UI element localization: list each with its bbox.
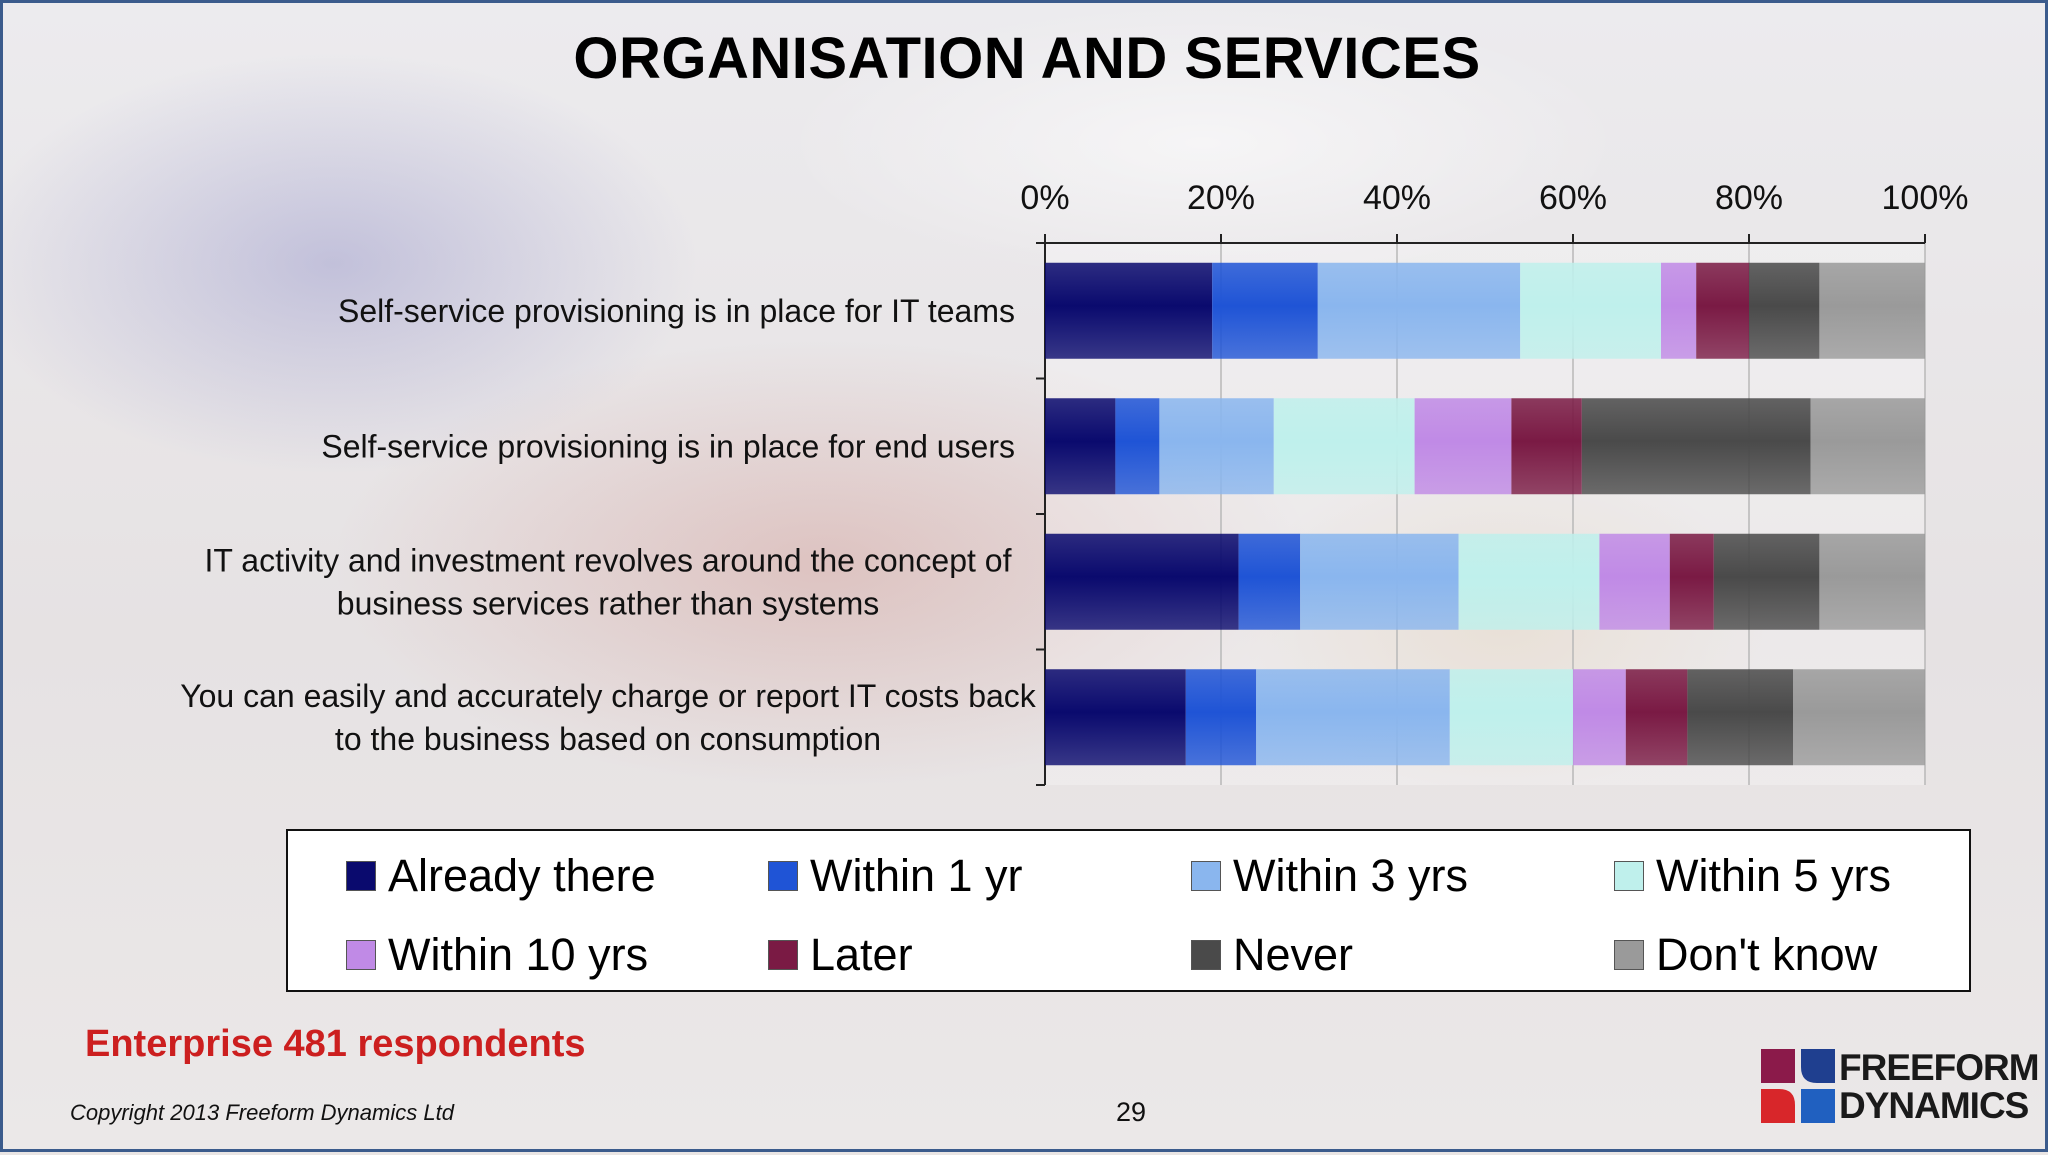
bar-segment: [1045, 262, 1213, 359]
category-label: IT activity and investment revolves arou…: [205, 542, 1012, 621]
bar-segment: [1696, 262, 1749, 359]
legend-item: Within 5 yrs: [1614, 850, 1892, 901]
copyright-text: Copyright 2013 Freeform Dynamics Ltd: [70, 1100, 454, 1125]
x-tick-label: 60%: [1539, 179, 1607, 217]
category-label-line: IT activity and investment revolves arou…: [205, 542, 1012, 578]
bar-segment: [1625, 669, 1688, 766]
legend-item: Don't know: [1614, 929, 1878, 980]
legend-swatch: [1191, 940, 1221, 970]
bar-segment: [1414, 398, 1512, 495]
bar-segment: [1159, 398, 1274, 495]
bar-segment: [1185, 669, 1257, 766]
x-tick-label: 0%: [1020, 179, 1069, 217]
bar-segment: [1819, 262, 1925, 359]
legend-swatch: [346, 861, 376, 891]
bar-segment: [1212, 262, 1318, 359]
x-tick-label: 20%: [1187, 179, 1255, 217]
bar-segment: [1273, 398, 1415, 495]
legend-swatch: [1614, 940, 1644, 970]
bar-segment: [1045, 533, 1239, 630]
bar-segment: [1713, 533, 1820, 630]
bar-segment: [1793, 669, 1925, 766]
slide-title: ORGANISATION AND SERVICES: [573, 26, 1481, 91]
legend-label: Within 10 yrs: [388, 929, 649, 980]
freeform-dynamics-logo: FREEFORM DYNAMICS: [1761, 1049, 2040, 1125]
category-label-line: You can easily and accurately charge or …: [180, 678, 1037, 714]
page-number: 29: [1116, 1097, 1147, 1127]
category-label-line: Self-service provisioning is in place fo…: [321, 428, 1015, 464]
legend-swatch: [768, 940, 798, 970]
logo-mark-icon: [1761, 1049, 1835, 1123]
bar-segment: [1317, 262, 1521, 359]
bar-segment: [1045, 398, 1116, 495]
category-label: Self-service provisioning is in place fo…: [338, 293, 1015, 329]
legend-item: Later: [768, 929, 913, 980]
category-label: You can easily and accurately charge or …: [180, 678, 1037, 757]
category-label-line: business services rather than systems: [337, 585, 879, 621]
legend-label: Never: [1233, 929, 1354, 980]
legend-item: Within 10 yrs: [346, 929, 649, 980]
x-tick-label: 80%: [1715, 179, 1783, 217]
bar-segment: [1511, 398, 1582, 495]
bar-segment: [1819, 533, 1925, 630]
legend-item: Never: [1191, 929, 1354, 980]
bar-segment: [1599, 533, 1670, 630]
bar-segment: [1669, 533, 1714, 630]
bar-segment: [1581, 398, 1811, 495]
legend-swatch: [1191, 861, 1221, 891]
bar-segment: [1045, 669, 1186, 766]
bar-segment: [1115, 398, 1160, 495]
x-tick-label: 100%: [1882, 179, 1969, 217]
legend-item: Within 1 yr: [768, 850, 1023, 901]
legend-label: Within 3 yrs: [1233, 850, 1469, 901]
legend-item: Within 3 yrs: [1191, 850, 1469, 901]
x-tick-label: 40%: [1363, 179, 1431, 217]
logo-text-line1: FREEFORM: [1839, 1047, 2040, 1088]
respondents-note: Enterprise 481 respondents: [85, 1023, 586, 1065]
bar-segment: [1458, 533, 1600, 630]
bar-segment: [1449, 669, 1573, 766]
legend-label: Within 5 yrs: [1656, 850, 1892, 901]
bar-segment: [1238, 533, 1301, 630]
bar-segment: [1661, 262, 1697, 359]
category-label-line: to the business based on consumption: [335, 721, 881, 757]
legend-label: Already there: [388, 850, 656, 901]
bar-segment: [1520, 262, 1661, 359]
chart-legend: Already there Within 1 yr Within 3 yrs With…: [286, 829, 1971, 992]
category-label-line: Self-service provisioning is in place fo…: [338, 293, 1015, 329]
bar-segment: [1810, 398, 1925, 495]
legend-swatch: [768, 861, 798, 891]
legend-label: Later: [810, 929, 913, 980]
category-label: Self-service provisioning is in place fo…: [321, 428, 1015, 464]
legend-swatch: [346, 940, 376, 970]
bar-segment: [1256, 669, 1450, 766]
legend-label: Within 1 yr: [810, 850, 1023, 901]
bar-segment: [1687, 669, 1793, 766]
stacked-bar-chart: 0% 20% 40% 60% 80% 100% Self-service provision…: [180, 179, 1969, 786]
bar-segment: [1573, 669, 1626, 766]
logo-text-line2: DYNAMICS: [1839, 1085, 2029, 1126]
bar-segment: [1300, 533, 1459, 630]
legend-label: Don't know: [1656, 929, 1878, 980]
legend-item: Already there: [346, 850, 656, 901]
legend-swatch: [1614, 861, 1644, 891]
bar-segment: [1749, 262, 1820, 359]
